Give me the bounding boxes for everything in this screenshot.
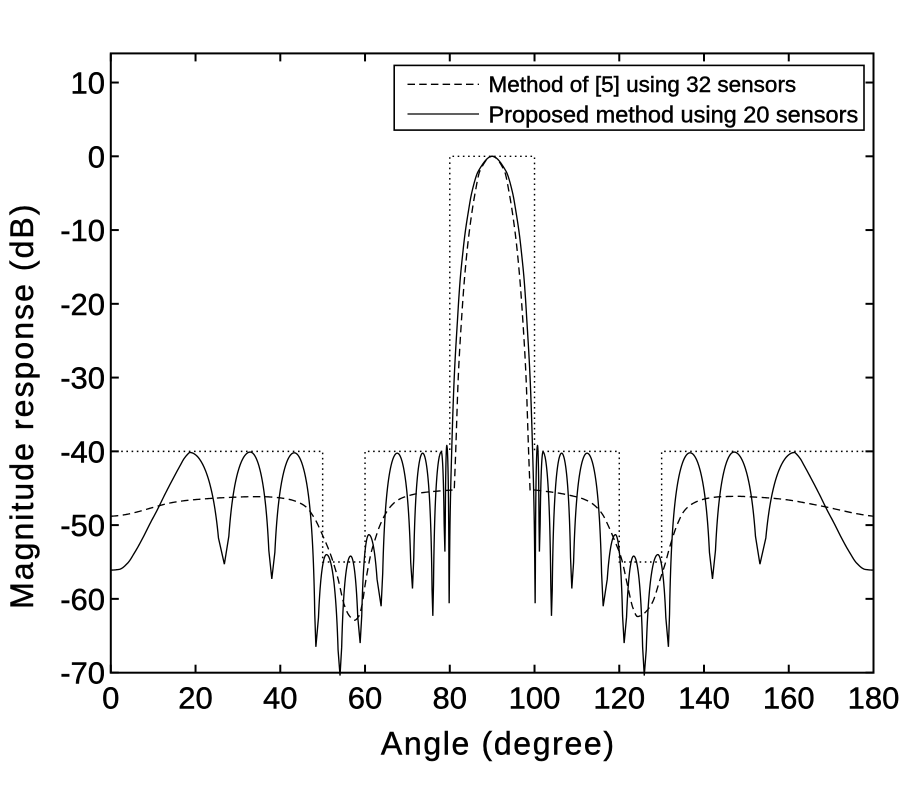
svg-text:80: 80 <box>433 681 467 716</box>
svg-text:-10: -10 <box>60 213 105 248</box>
svg-text:Method of [5] using 32 sensors: Method of [5] using 32 sensors <box>489 72 797 97</box>
svg-text:Proposed method using 20 senso: Proposed method using 20 sensors <box>489 101 859 127</box>
svg-text:20: 20 <box>178 681 212 716</box>
svg-text:140: 140 <box>678 681 730 716</box>
svg-text:40: 40 <box>263 681 297 716</box>
svg-text:180: 180 <box>848 681 900 716</box>
svg-text:10: 10 <box>71 66 105 101</box>
svg-text:0: 0 <box>102 681 119 716</box>
svg-text:Angle (degree): Angle (degree) <box>381 726 616 762</box>
svg-text:-60: -60 <box>60 582 105 617</box>
svg-text:60: 60 <box>348 681 382 716</box>
svg-text:-30: -30 <box>60 361 105 396</box>
svg-text:160: 160 <box>763 681 815 716</box>
svg-text:100: 100 <box>509 681 561 716</box>
svg-text:Magnitude response (dB): Magnitude response (dB) <box>4 202 40 608</box>
svg-text:-20: -20 <box>60 287 105 322</box>
svg-text:120: 120 <box>593 681 645 716</box>
svg-text:-40: -40 <box>60 434 105 469</box>
svg-text:-50: -50 <box>60 508 105 543</box>
svg-text:0: 0 <box>88 139 105 174</box>
svg-text:-70: -70 <box>60 656 105 691</box>
